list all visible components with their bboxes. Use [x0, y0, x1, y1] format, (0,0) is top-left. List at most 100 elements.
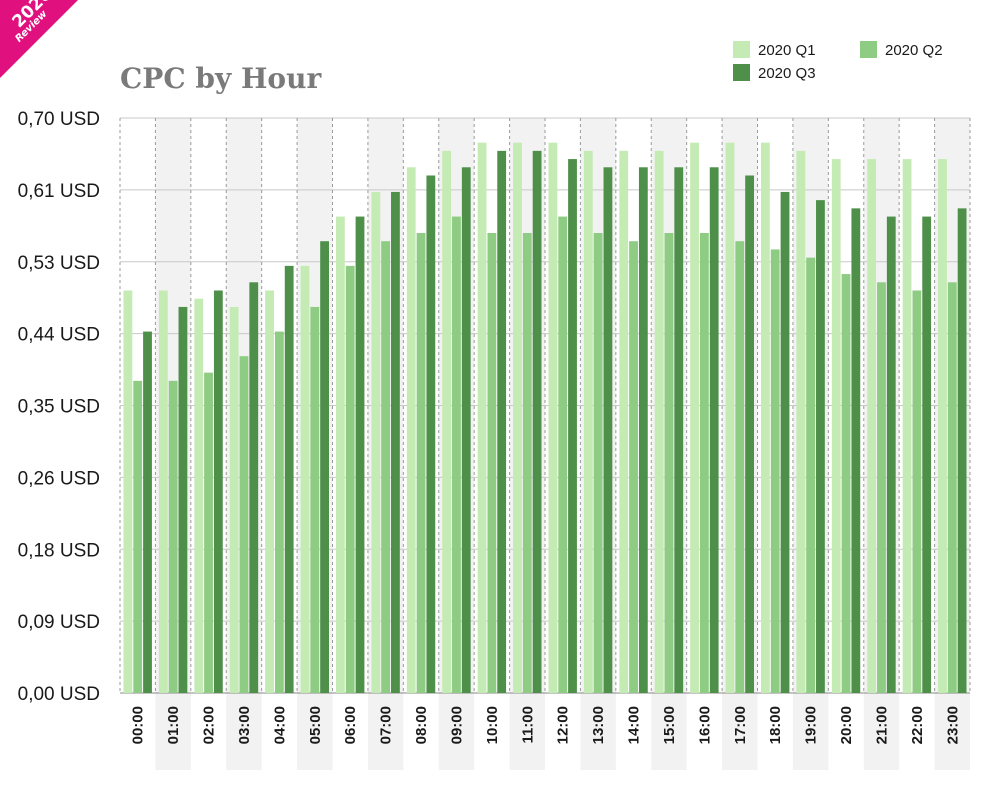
legend-swatch [860, 41, 877, 58]
bar-2020-q3-2300 [957, 208, 967, 693]
bar-2020-q1-2300 [938, 159, 947, 694]
bar-2020-q1-1500 [654, 150, 664, 693]
bar-2020-q2-1100 [522, 233, 532, 693]
review-2020-badge: 2020 Review [0, 0, 78, 78]
bar-2020-q1-0900 [442, 150, 452, 693]
bar-2020-q1-2200 [902, 159, 912, 694]
bars [123, 142, 967, 694]
bar-2020-q1-0200 [194, 298, 204, 693]
x-tick-label: 16:00 [696, 706, 713, 744]
bar-2020-q2-1400 [629, 241, 638, 693]
x-tick-label: 02:00 [201, 706, 218, 744]
bar-2020-q2-0900 [452, 216, 461, 694]
bar-2020-q3-1800 [780, 191, 790, 693]
x-tick-label: 20:00 [838, 706, 855, 744]
bar-2020-q2-2200 [912, 290, 922, 693]
x-tick-label: 21:00 [873, 706, 890, 744]
x-tick-label: 13:00 [590, 706, 607, 744]
bar-2020-q1-2100 [867, 159, 877, 694]
bar-2020-q2-1900 [806, 257, 816, 693]
bar-2020-q3-1900 [816, 200, 825, 693]
bar-2020-q1-0700 [371, 191, 381, 693]
badge-background [0, 0, 78, 78]
bar-2020-q2-1800 [770, 249, 780, 693]
bar-2020-q3-1400 [638, 167, 648, 694]
legend-label: 2020 Q3 [758, 65, 816, 82]
bar-2020-q3-1700 [745, 175, 754, 693]
bar-2020-q2-0500 [310, 306, 320, 693]
bar-2020-q3-0500 [320, 241, 329, 693]
y-tick-label: 0,61 USD [18, 181, 100, 202]
x-tick-label: 23:00 [944, 706, 961, 744]
bar-2020-q3-0400 [284, 265, 294, 693]
bar-2020-q2-0800 [416, 233, 426, 693]
bar-2020-q2-0100 [168, 380, 178, 693]
bar-2020-q2-0400 [274, 331, 284, 693]
x-axis-ticks: 00:00 01:00 02:00 03:00 04:00 05:00 06:00 07:00… [130, 706, 962, 744]
bar-2020-q2-2300 [947, 282, 957, 693]
x-tick-label: 04:00 [271, 706, 288, 744]
bar-2020-q2-1000 [487, 233, 497, 693]
bar-2020-q3-1500 [674, 167, 684, 694]
bar-2020-q3-2100 [886, 216, 896, 694]
y-tick-label: 0,00 USD [18, 684, 100, 705]
bar-2020-q3-0700 [391, 191, 400, 693]
x-tick-label: 12:00 [555, 706, 572, 744]
bar-2020-q3-2200 [922, 216, 932, 694]
bar-2020-q1-1800 [761, 142, 770, 694]
bar-2020-q2-1200 [558, 216, 568, 694]
bar-2020-q1-0500 [300, 265, 310, 693]
y-tick-label: 0,53 USD [18, 253, 100, 274]
x-tick-label: 22:00 [909, 706, 926, 744]
x-tick-label: 15:00 [661, 706, 678, 744]
bar-2020-q1-1100 [513, 142, 522, 694]
bar-2020-q2-1600 [699, 233, 709, 693]
y-axis-ticks: 0,00 USD 0,09 USD 0,18 USD 0,26 USD 0,35 USD… [18, 109, 100, 705]
x-tick-label: 08:00 [413, 706, 430, 744]
bar-2020-q1-0600 [336, 216, 345, 694]
bar-2020-q3-0200 [213, 290, 223, 693]
y-tick-label: 0,09 USD [18, 612, 100, 633]
bar-2020-q3-0000 [143, 331, 152, 693]
x-tick-label: 10:00 [484, 706, 501, 744]
bar-2020-q1-1000 [477, 142, 487, 694]
bar-2020-q1-0400 [265, 290, 274, 693]
bar-2020-q3-0100 [178, 306, 188, 693]
bar-2020-q1-1600 [690, 142, 699, 694]
legend-swatch [733, 41, 750, 58]
bar-2020-q1-1300 [583, 150, 593, 693]
x-tick-label: 06:00 [342, 706, 359, 744]
bar-2020-q3-2000 [851, 208, 861, 693]
x-tick-label: 03:00 [236, 706, 253, 744]
x-tick-label: 09:00 [448, 706, 465, 744]
bar-2020-q3-0300 [249, 282, 259, 693]
y-tick-label: 0,44 USD [18, 325, 100, 346]
y-tick-label: 0,18 USD [18, 540, 100, 561]
y-tick-label: 0,26 USD [18, 468, 100, 489]
bar-2020-q1-0300 [229, 306, 239, 693]
bar-2020-q2-1300 [593, 233, 603, 693]
bar-2020-q3-1300 [603, 167, 613, 694]
x-tick-label: 17:00 [732, 706, 749, 744]
bar-2020-q2-1700 [735, 241, 745, 693]
chart-title: CPC by Hour [120, 62, 322, 95]
x-tick-label: 07:00 [378, 706, 395, 744]
legend-swatch [733, 64, 750, 81]
legend-label: 2020 Q2 [885, 42, 943, 59]
bar-2020-q3-1600 [709, 167, 719, 694]
x-tick-label: 18:00 [767, 706, 784, 744]
bar-2020-q3-0900 [461, 167, 471, 694]
bar-2020-q1-1200 [548, 142, 558, 694]
y-tick-label: 0,35 USD [18, 397, 100, 418]
bar-2020-q1-0100 [158, 290, 168, 693]
bar-2020-q3-1100 [532, 150, 542, 693]
x-tick-label: 19:00 [803, 706, 820, 744]
gridlines [119, 117, 971, 694]
bar-2020-q1-0000 [123, 290, 133, 693]
bar-2020-q3-1000 [497, 150, 507, 693]
bar-2020-q2-0000 [133, 380, 143, 693]
bar-2020-q1-1700 [725, 142, 735, 694]
bar-2020-q2-2000 [841, 274, 851, 693]
x-tick-label: 00:00 [130, 706, 147, 744]
